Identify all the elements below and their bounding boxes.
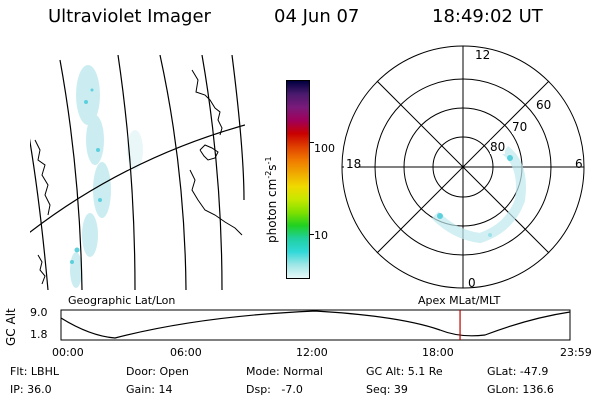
status-gc-alt: GC Alt: 5.1 Re bbox=[366, 365, 443, 378]
timeline-left-title: Geographic Lat/Lon bbox=[68, 294, 176, 307]
polar-label-0: 0 bbox=[468, 276, 476, 290]
polar-label-70: 70 bbox=[512, 120, 528, 134]
polar-label-80: 80 bbox=[490, 140, 506, 154]
status-gain: Gain: 14 bbox=[126, 383, 173, 396]
header-title: Ultraviolet Imager bbox=[48, 6, 211, 27]
status-glat: GLat: -47.9 bbox=[487, 365, 549, 378]
timeline-tick-4: 23:59 bbox=[560, 346, 592, 359]
status-mode: Mode: Normal bbox=[246, 365, 323, 378]
status-door: Door: Open bbox=[126, 365, 189, 378]
timeline-tick-3: 18:00 bbox=[422, 346, 454, 359]
status-ip: IP: 36.0 bbox=[10, 383, 52, 396]
aurora-emission-geo bbox=[70, 65, 143, 288]
polar-label-6: 6 bbox=[575, 157, 583, 171]
status-seq: Seq: 39 bbox=[366, 383, 408, 396]
timeline-right-title: Apex MLat/MLT bbox=[418, 294, 501, 307]
colorbar bbox=[286, 80, 310, 279]
timeline-tick-0: 00:00 bbox=[52, 346, 84, 359]
timeline-y-bot: 1.8 bbox=[30, 328, 48, 341]
status-glon: GLon: 136.6 bbox=[487, 383, 554, 396]
polar-label-18: 18 bbox=[346, 157, 362, 171]
polar-label-60: 60 bbox=[536, 98, 552, 112]
status-dsp: Dsp: -7.0 bbox=[246, 383, 303, 396]
colorbar-tick-100: 100 bbox=[314, 142, 335, 155]
aurora-emission-polar bbox=[431, 146, 526, 244]
header-time: 18:49:02 UT bbox=[432, 6, 543, 27]
timeline-y-top: 9.0 bbox=[30, 306, 48, 319]
header-date: 04 Jun 07 bbox=[274, 6, 360, 27]
status-filter: Flt: LBHL bbox=[10, 365, 59, 378]
colorbar-tick-10: 10 bbox=[314, 229, 328, 242]
timeline-tick-1: 06:00 bbox=[170, 346, 202, 359]
timeline-tick-2: 12:00 bbox=[296, 346, 328, 359]
polar-label-12: 12 bbox=[475, 48, 491, 62]
